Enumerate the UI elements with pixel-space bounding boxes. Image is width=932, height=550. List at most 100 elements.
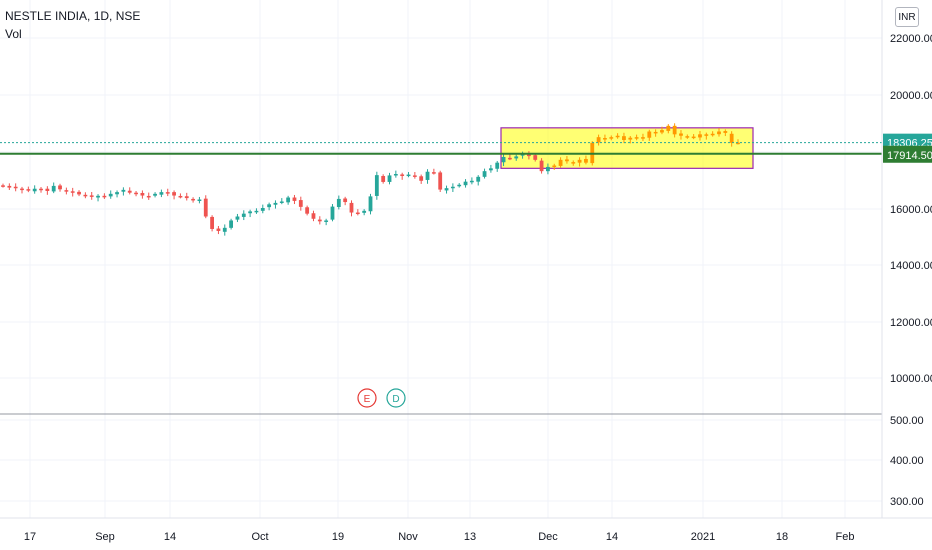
candle-body[interactable] bbox=[210, 216, 214, 229]
candle-body[interactable] bbox=[603, 138, 607, 140]
candle-body[interactable] bbox=[393, 174, 398, 176]
candle-body[interactable] bbox=[400, 174, 405, 176]
candle-body[interactable] bbox=[153, 193, 157, 196]
candle-body[interactable] bbox=[330, 206, 335, 220]
candle-body[interactable] bbox=[438, 172, 443, 190]
candle-body[interactable] bbox=[685, 136, 690, 138]
candle-body[interactable] bbox=[184, 196, 189, 199]
candle-body[interactable] bbox=[7, 185, 12, 188]
candle-body[interactable] bbox=[501, 157, 506, 163]
candle-body[interactable] bbox=[324, 220, 329, 222]
volume-indicator-label[interactable]: Vol bbox=[5, 27, 22, 41]
highlight-zone-rect[interactable] bbox=[500, 127, 754, 169]
candle-body[interactable] bbox=[406, 174, 411, 177]
candle-body[interactable] bbox=[520, 154, 525, 156]
candle-body[interactable] bbox=[77, 191, 81, 195]
candle-body[interactable] bbox=[83, 194, 88, 197]
candle-body[interactable] bbox=[507, 157, 512, 160]
candle-body[interactable] bbox=[20, 188, 24, 191]
dividend-marker[interactable] bbox=[386, 388, 406, 408]
candle-body[interactable] bbox=[159, 192, 164, 195]
candle-body[interactable] bbox=[628, 137, 633, 140]
candle-body[interactable] bbox=[488, 168, 493, 171]
candle-body[interactable] bbox=[45, 188, 50, 191]
candle-body[interactable] bbox=[596, 137, 601, 143]
candle-body[interactable] bbox=[691, 136, 696, 139]
candle-body[interactable] bbox=[197, 199, 202, 202]
candle-body[interactable] bbox=[736, 142, 740, 145]
candle-body[interactable] bbox=[292, 197, 297, 201]
candle-body[interactable] bbox=[653, 131, 658, 134]
candle-body[interactable] bbox=[96, 195, 100, 198]
candle-body[interactable] bbox=[425, 171, 430, 180]
candle-body[interactable] bbox=[374, 175, 379, 196]
candle-body[interactable] bbox=[533, 155, 538, 160]
candle-body[interactable] bbox=[298, 200, 303, 207]
candle-body[interactable] bbox=[108, 193, 113, 197]
candle-body[interactable] bbox=[666, 125, 671, 131]
support-price-badge[interactable] bbox=[883, 145, 932, 163]
candle-body[interactable] bbox=[146, 195, 151, 198]
candle-body[interactable] bbox=[58, 185, 62, 190]
candle-body[interactable] bbox=[546, 166, 550, 172]
candle-body[interactable] bbox=[539, 160, 544, 172]
candle-body[interactable] bbox=[172, 192, 176, 196]
candle-body[interactable] bbox=[267, 204, 272, 208]
candle-body[interactable] bbox=[222, 227, 227, 232]
candle-body[interactable] bbox=[178, 195, 183, 198]
candle-body[interactable] bbox=[368, 196, 373, 212]
candle-body[interactable] bbox=[387, 175, 392, 182]
candle-body[interactable] bbox=[89, 195, 94, 197]
candle-body[interactable] bbox=[362, 210, 367, 213]
candle-body[interactable] bbox=[679, 133, 683, 136]
candle-body[interactable] bbox=[248, 211, 253, 214]
candle-body[interactable] bbox=[140, 192, 145, 196]
candle-body[interactable] bbox=[13, 186, 18, 189]
candle-body[interactable] bbox=[660, 130, 664, 133]
candle-body[interactable] bbox=[355, 212, 360, 215]
candle-body[interactable] bbox=[32, 188, 37, 192]
candle-body[interactable] bbox=[121, 189, 126, 192]
candle-body[interactable] bbox=[286, 197, 291, 203]
candle-body[interactable] bbox=[419, 176, 424, 181]
candle-body[interactable] bbox=[273, 202, 278, 205]
candle-body[interactable] bbox=[450, 186, 455, 189]
candle-body[interactable] bbox=[723, 131, 728, 133]
candle-body[interactable] bbox=[710, 133, 715, 136]
candle-body[interactable] bbox=[102, 195, 107, 198]
candle-body[interactable] bbox=[229, 220, 234, 228]
candle-body[interactable] bbox=[571, 162, 576, 164]
candle-body[interactable] bbox=[704, 134, 709, 136]
candle-body[interactable] bbox=[279, 201, 284, 203]
candle-body[interactable] bbox=[336, 198, 341, 208]
candle-body[interactable] bbox=[558, 159, 563, 166]
candle-body[interactable] bbox=[463, 181, 468, 186]
candle-body[interactable] bbox=[577, 159, 582, 163]
candle-body[interactable] bbox=[216, 228, 221, 231]
candle-body[interactable] bbox=[260, 208, 265, 211]
candle-body[interactable] bbox=[349, 202, 354, 213]
candle-body[interactable] bbox=[622, 136, 626, 140]
candle-body[interactable] bbox=[39, 188, 43, 191]
candle-body[interactable] bbox=[672, 125, 677, 135]
candle-body[interactable] bbox=[514, 156, 519, 159]
candle-body[interactable] bbox=[1, 185, 5, 187]
candle-body[interactable] bbox=[70, 191, 75, 193]
candle-body[interactable] bbox=[64, 190, 69, 192]
candle-body[interactable] bbox=[431, 172, 436, 174]
candle-body[interactable] bbox=[584, 158, 588, 163]
candle-body[interactable] bbox=[609, 137, 614, 139]
candle-body[interactable] bbox=[717, 131, 721, 135]
candle-body[interactable] bbox=[381, 175, 386, 182]
candle-body[interactable] bbox=[241, 213, 246, 217]
candle-body[interactable] bbox=[698, 134, 702, 138]
candle-body[interactable] bbox=[641, 137, 645, 139]
candle-body[interactable] bbox=[552, 165, 557, 168]
candle-body[interactable] bbox=[412, 175, 417, 177]
candle-body[interactable] bbox=[26, 189, 31, 191]
candle-body[interactable] bbox=[115, 192, 119, 195]
candle-body[interactable] bbox=[457, 184, 462, 187]
symbol-title[interactable]: NESTLE INDIA, 1D, NSE bbox=[5, 9, 141, 23]
